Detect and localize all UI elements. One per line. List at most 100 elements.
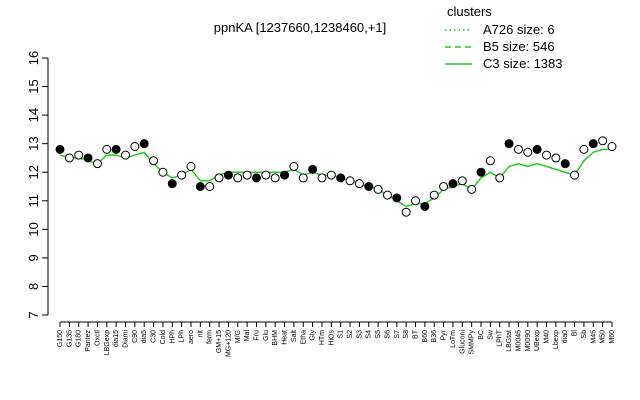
data-point [588, 139, 598, 149]
x-tick-label: ferm [207, 330, 214, 344]
data-point [607, 142, 617, 152]
legend-label: B5 size: 546 [483, 39, 555, 54]
x-tick-label: Lbexp [553, 330, 560, 349]
x-tick-label: LoTm [450, 330, 457, 348]
x-tick-label: M50 [600, 330, 607, 344]
data-point [92, 159, 102, 169]
data-point [551, 153, 561, 163]
x-tick-label: S5 [375, 330, 382, 339]
x-tick-label: B36 [431, 330, 438, 343]
x-tick-label: HTm [319, 330, 326, 345]
data-point [102, 144, 112, 154]
data-point [504, 139, 514, 149]
x-tick-label: G150 [57, 330, 64, 347]
x-tick-label: HPh [169, 330, 176, 344]
x-tick-label: B60 [422, 330, 429, 343]
data-point [167, 179, 177, 189]
x-tick-label: S7 [394, 330, 401, 339]
data-point [214, 173, 224, 183]
data-point [261, 170, 271, 180]
x-tick-label: Salt [291, 330, 298, 342]
data-point [560, 159, 570, 169]
data-point [326, 170, 336, 180]
x-tick-label: aero [188, 330, 195, 344]
x-tick-label: LPhT [497, 329, 504, 346]
x-tick-label: S4 [366, 330, 373, 339]
data-point [280, 170, 290, 180]
data-point [308, 164, 318, 174]
data-point [139, 139, 149, 149]
x-tick-label: dia0 [562, 330, 569, 343]
x-tick-label: Heat [282, 330, 289, 345]
data-point [467, 184, 477, 194]
x-tick-label: M60 [609, 330, 616, 344]
x-tick-label: M0045 [515, 330, 522, 352]
x-tick-label: Gly [310, 330, 317, 341]
x-tick-label: S3 [356, 330, 363, 339]
x-tick-label: nit [197, 330, 204, 337]
data-point [345, 176, 355, 186]
x-tick-label: S6 [384, 330, 391, 339]
data-point [177, 170, 187, 180]
x-tick-label: MG+120 [225, 330, 232, 357]
x-tick-label: G180 [76, 330, 83, 347]
data-point [532, 144, 542, 154]
legend-title: clusters [447, 4, 492, 19]
y-tick-label: 8 [26, 283, 41, 290]
x-tick-label: BC [478, 330, 485, 340]
x-tick-label: Cold [160, 330, 167, 345]
data-point [382, 190, 392, 200]
x-tick-label: LPh [179, 330, 186, 343]
data-point [186, 162, 196, 172]
y-tick-label: 12 [26, 165, 41, 179]
x-tick-label: S1 [338, 330, 345, 339]
x-tick-label: Oxctl [94, 330, 101, 346]
data-point [448, 179, 458, 189]
data-point [457, 176, 467, 186]
x-tick-label: Pyr [441, 329, 448, 340]
x-tick-label: Glu [263, 330, 270, 341]
y-tick-label: 11 [26, 194, 41, 208]
data-point [149, 156, 159, 166]
data-point [439, 182, 449, 191]
x-tick-label: G135 [66, 330, 73, 347]
x-tick-label: Sw [487, 329, 494, 340]
y-tick-label: 15 [26, 79, 41, 93]
data-point [513, 144, 523, 154]
x-tick-label: SMMPy [469, 330, 476, 355]
cluster-line [59, 148, 612, 208]
data-point [55, 144, 65, 154]
legend-label: A726 size: 6 [483, 22, 555, 37]
x-tick-label: M40 [544, 330, 551, 344]
data-point [158, 167, 168, 177]
x-tick-label: Gluconi [459, 330, 466, 354]
data-point [364, 182, 374, 191]
data-point [336, 173, 346, 183]
x-tick-label: HiOs [328, 330, 335, 346]
x-tick-label: Sb [581, 330, 588, 339]
data-point [429, 190, 439, 200]
x-tick-label: M45 [590, 330, 597, 344]
legend-label: C3 size: 1383 [483, 56, 563, 71]
x-tick-label: Etha [300, 330, 307, 345]
data-point [485, 156, 495, 166]
data-point [242, 170, 252, 180]
x-tick-label: Bl [572, 330, 579, 337]
plot-area [48, 45, 618, 315]
x-tick-label: Pantez [85, 330, 92, 352]
x-tick-label: GM+15 [216, 330, 223, 353]
x-tick-label: C30 [151, 330, 158, 343]
data-point [542, 150, 552, 160]
data-point [233, 173, 243, 183]
data-point [289, 162, 299, 172]
y-tick-label: 10 [26, 222, 41, 236]
data-point [598, 136, 608, 146]
y-tick-label: 7 [26, 311, 41, 318]
data-point [298, 173, 308, 183]
x-tick-label: Diami [122, 330, 129, 348]
y-tick-label: 14 [26, 108, 41, 122]
data-point [495, 173, 505, 183]
data-point [392, 193, 402, 203]
